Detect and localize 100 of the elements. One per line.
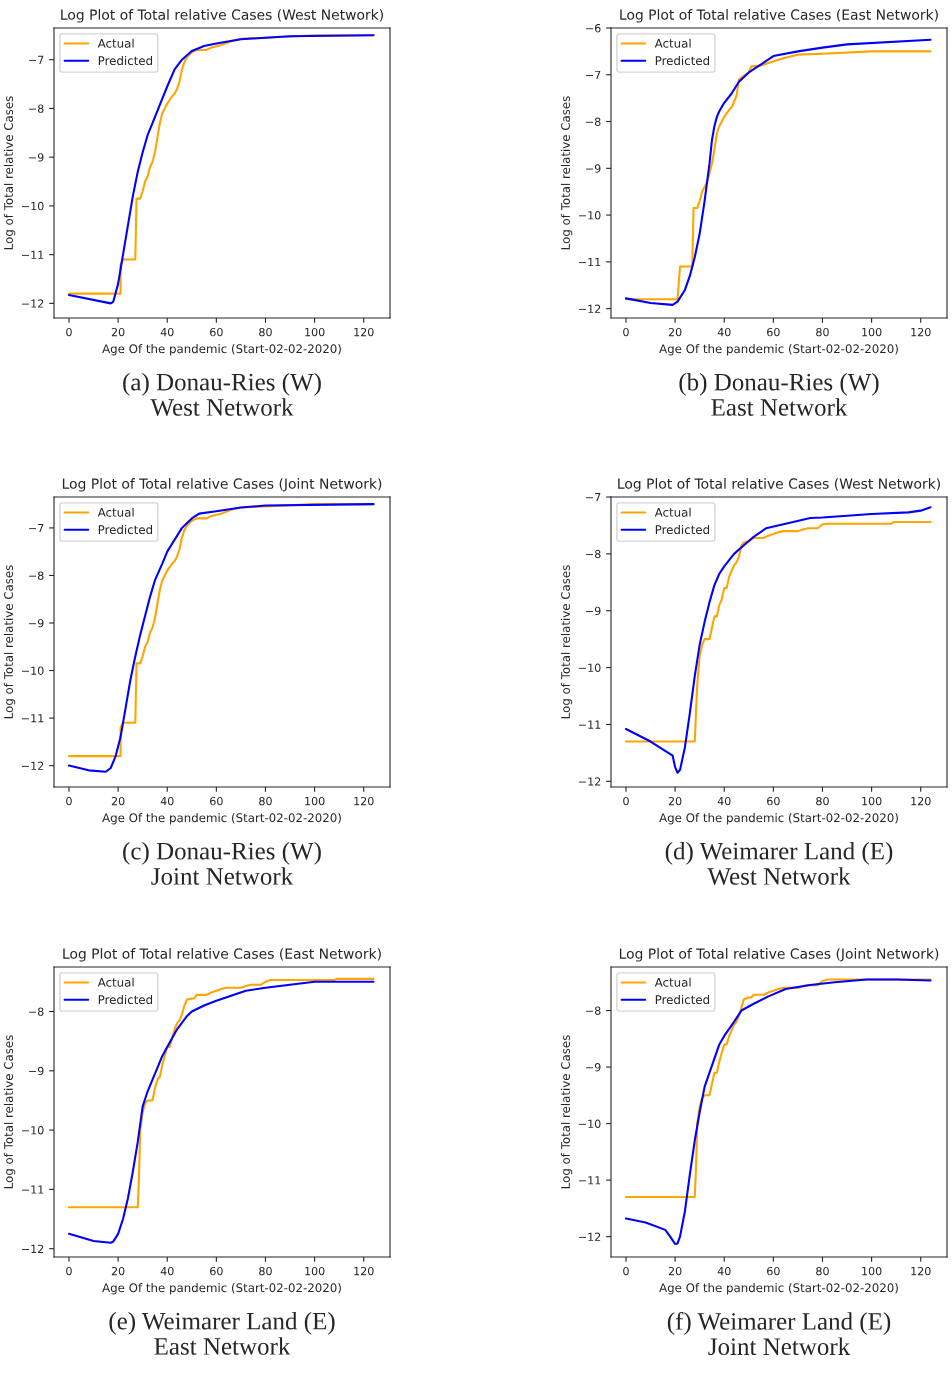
chart-title: Log Plot of Total relative Cases (East Network) (620, 9, 938, 23)
y-tick-label: −11 (22, 250, 44, 259)
legend-label: Actual (654, 38, 691, 48)
x-tick-label: 60 (767, 327, 780, 337)
legend-label: Predicted (655, 524, 710, 535)
y-tick-label: −8 (586, 549, 601, 559)
x-tick-label: 100 (305, 327, 325, 337)
y-tick-label: −8 (29, 104, 44, 113)
y-tick-label: −10 (579, 663, 601, 672)
x-tick-label: 60 (210, 327, 223, 337)
chart-title: Log Plot of Total relative Cases (West Network) (618, 478, 940, 492)
x-tick-label: 60 (210, 1266, 223, 1276)
y-tick-label: −7 (29, 55, 44, 64)
y-tick-label: −12 (579, 304, 601, 313)
y-tick-label: −8 (29, 1007, 44, 1016)
x-tick-label: 120 (911, 796, 931, 806)
chart-title: Log Plot of Total relative Cases (Joint Network) (619, 948, 939, 962)
x-axis-title: Age Of the pandemic (Start-02-02-2020) (102, 1283, 341, 1295)
y-tick-label: −7 (586, 70, 601, 79)
x-tick-label: 120 (354, 327, 374, 337)
y-axis-title: Log of Total relative Cases (3, 1035, 16, 1189)
x-tick-label: 20 (668, 327, 682, 337)
x-tick-label: 0 (66, 796, 72, 806)
y-axis-title: Log of Total relative Cases (3, 565, 16, 719)
y-tick-label: −10 (22, 201, 44, 211)
chart-title: Log Plot of Total relative Cases (Joint Network) (62, 478, 382, 492)
y-tick-label: −12 (22, 299, 44, 308)
y-tick-label: −12 (579, 1232, 601, 1241)
x-tick-label: 100 (862, 327, 882, 337)
text: (d) Weimarer Land (E) West Network (665, 842, 893, 885)
line-series (624, 520, 932, 743)
y-tick-label: −12 (579, 777, 601, 786)
legend-label: Actual (97, 977, 134, 987)
y-tick-label: −7 (586, 493, 601, 502)
y-tick-label: −9 (586, 1063, 601, 1072)
legend-label: Actual (97, 507, 134, 517)
x-tick-label: 20 (668, 1266, 682, 1276)
line-series (624, 978, 932, 1246)
line-series (624, 978, 932, 1199)
text: (e) Weimarer Land (E) East Network (109, 1312, 335, 1355)
y-tick-label: −11 (579, 720, 601, 729)
x-axis-title: Age Of the pandemic (Start-02-02-2020) (102, 344, 341, 356)
x-tick-label: 80 (816, 796, 829, 806)
y-axis-title: Log of Total relative Cases (560, 1035, 573, 1189)
x-tick-label: 20 (111, 796, 125, 806)
y-tick-label: −9 (29, 153, 44, 162)
x-tick-label: 60 (210, 796, 223, 806)
y-axis-title: Log of Total relative Cases (3, 96, 16, 250)
y-tick-label: −10 (579, 1119, 601, 1128)
x-tick-label: 20 (111, 1266, 125, 1276)
x-tick-label: 20 (668, 796, 682, 806)
x-tick-label: 120 (354, 796, 374, 806)
x-tick-label: 40 (717, 1266, 731, 1276)
y-tick-label: −12 (22, 1244, 44, 1253)
y-tick-label: −12 (22, 761, 44, 770)
chart-title: Log Plot of Total relative Cases (West Network) (61, 9, 383, 23)
y-tick-label: −8 (29, 571, 44, 580)
y-tick-label: −11 (579, 1176, 601, 1185)
text: (c) Donau-Ries (W) Joint Network (123, 842, 321, 885)
x-tick-label: 0 (623, 1266, 629, 1276)
legend-label: Predicted (98, 994, 153, 1005)
text: (f) Weimarer Land (E) Joint Network (667, 1312, 891, 1356)
line-series (624, 506, 932, 774)
x-tick-label: 100 (862, 796, 882, 806)
y-tick-label: −11 (22, 714, 44, 723)
y-tick-label: −8 (586, 117, 601, 126)
x-tick-label: 80 (816, 1266, 829, 1276)
x-tick-label: 100 (305, 1266, 325, 1276)
legend-label: Predicted (98, 524, 153, 535)
x-tick-label: 20 (111, 327, 125, 337)
legend-label: Predicted (98, 55, 153, 66)
y-tick-label: −9 (586, 606, 601, 616)
x-tick-label: 80 (259, 1266, 272, 1276)
legend-label: Predicted (655, 55, 710, 66)
x-tick-label: 100 (305, 796, 325, 806)
legend-label: Predicted (655, 994, 710, 1005)
y-tick-label: −10 (22, 1126, 44, 1135)
x-tick-label: 120 (911, 1266, 931, 1276)
y-tick-label: −7 (29, 524, 44, 533)
x-tick-label: 120 (911, 327, 931, 337)
y-axis-title: Log of Total relative Cases (560, 96, 573, 250)
x-axis-title: Age Of the pandemic (Start-02-02-2020) (659, 813, 898, 825)
x-tick-label: 80 (259, 796, 272, 806)
x-tick-label: 40 (717, 796, 731, 806)
y-axis-title: Log of Total relative Cases (560, 565, 573, 719)
x-tick-label: 80 (816, 327, 829, 337)
y-tick-label: −9 (29, 1066, 44, 1076)
x-tick-label: 40 (160, 796, 174, 806)
x-tick-label: 100 (862, 1266, 882, 1276)
text: (b) Donau-Ries (W) East Network (679, 373, 879, 416)
chart-title: Log Plot of Total relative Cases (East Network) (63, 948, 381, 962)
x-tick-label: 40 (717, 327, 731, 337)
y-tick-label: −11 (22, 1185, 44, 1194)
x-tick-label: 120 (354, 1266, 374, 1276)
legend-label: Actual (654, 507, 691, 517)
x-tick-label: 0 (66, 1266, 72, 1276)
x-tick-label: 60 (767, 1266, 780, 1276)
x-tick-label: 0 (623, 327, 629, 337)
y-tick-label: −9 (29, 618, 44, 628)
y-tick-label: −9 (586, 164, 601, 173)
